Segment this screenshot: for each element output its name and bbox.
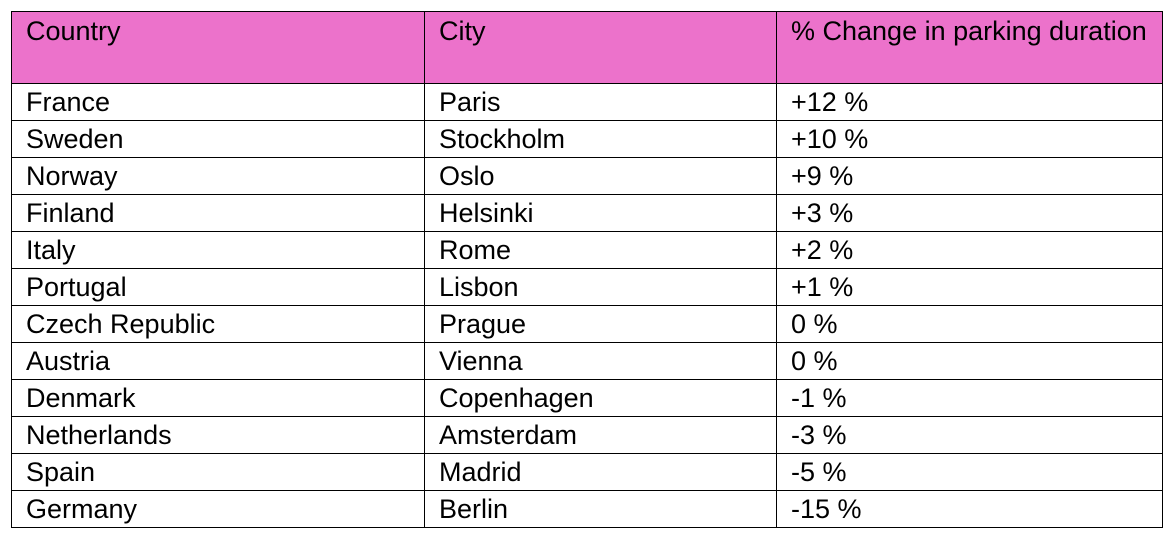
cell-country: Czech Republic — [11, 305, 425, 343]
cell-change: +1 % — [776, 268, 1163, 306]
cell-change: 0 % — [776, 305, 1163, 343]
cell-city: Copenhagen — [424, 379, 777, 417]
cell-city: Helsinki — [424, 194, 777, 232]
table-row: Germany Berlin -15 % — [11, 490, 1163, 528]
cell-change: -1 % — [776, 379, 1163, 417]
cell-country: Spain — [11, 453, 425, 491]
header-country: Country — [11, 11, 425, 84]
cell-country: France — [11, 83, 425, 121]
cell-city: Madrid — [424, 453, 777, 491]
cell-change: -5 % — [776, 453, 1163, 491]
table-row: Spain Madrid -5 % — [11, 453, 1163, 491]
cell-city: Rome — [424, 231, 777, 269]
cell-change: +3 % — [776, 194, 1163, 232]
header-change: % Change in parking duration — [776, 11, 1163, 84]
cell-country: Denmark — [11, 379, 425, 417]
cell-country: Germany — [11, 490, 425, 528]
cell-change: +2 % — [776, 231, 1163, 269]
table-row: Portugal Lisbon +1 % — [11, 268, 1163, 306]
table-row: Finland Helsinki +3 % — [11, 194, 1163, 232]
cell-city: Paris — [424, 83, 777, 121]
cell-change: -3 % — [776, 416, 1163, 454]
cell-city: Oslo — [424, 157, 777, 195]
table-row: Austria Vienna 0 % — [11, 342, 1163, 380]
table-row: Netherlands Amsterdam -3 % — [11, 416, 1163, 454]
cell-city: Lisbon — [424, 268, 777, 306]
table-row: France Paris +12 % — [11, 83, 1163, 121]
cell-country: Italy — [11, 231, 425, 269]
cell-country: Portugal — [11, 268, 425, 306]
cell-change: 0 % — [776, 342, 1163, 380]
cell-city: Vienna — [424, 342, 777, 380]
table-row: Italy Rome +2 % — [11, 231, 1163, 269]
table-row: Norway Oslo +9 % — [11, 157, 1163, 195]
table-container: Country City % Change in parking duratio… — [11, 11, 1163, 528]
table-row: Denmark Copenhagen -1 % — [11, 379, 1163, 417]
cell-change: +12 % — [776, 83, 1163, 121]
header-city: City — [424, 11, 777, 84]
table-header-row: Country City % Change in parking duratio… — [11, 11, 1163, 84]
cell-country: Finland — [11, 194, 425, 232]
cell-city: Amsterdam — [424, 416, 777, 454]
table-body: France Paris +12 % Sweden Stockholm +10 … — [11, 83, 1163, 528]
cell-city: Berlin — [424, 490, 777, 528]
cell-country: Netherlands — [11, 416, 425, 454]
table-row: Czech Republic Prague 0 % — [11, 305, 1163, 343]
cell-change: -15 % — [776, 490, 1163, 528]
cell-city: Prague — [424, 305, 777, 343]
cell-country: Sweden — [11, 120, 425, 158]
cell-country: Austria — [11, 342, 425, 380]
cell-change: +9 % — [776, 157, 1163, 195]
table-row: Sweden Stockholm +10 % — [11, 120, 1163, 158]
cell-city: Stockholm — [424, 120, 777, 158]
cell-country: Norway — [11, 157, 425, 195]
cell-change: +10 % — [776, 120, 1163, 158]
parking-duration-table: Country City % Change in parking duratio… — [11, 11, 1163, 528]
